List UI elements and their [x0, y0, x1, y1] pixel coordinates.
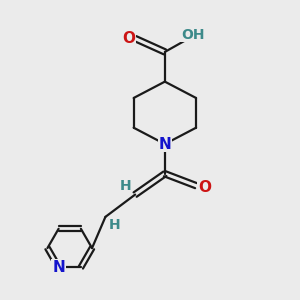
Text: N: N: [52, 260, 65, 275]
Text: O: O: [122, 31, 135, 46]
Text: O: O: [198, 180, 211, 195]
Text: N: N: [158, 136, 171, 152]
Text: OH: OH: [181, 28, 204, 42]
Text: H: H: [120, 179, 131, 193]
Text: H: H: [109, 218, 121, 232]
